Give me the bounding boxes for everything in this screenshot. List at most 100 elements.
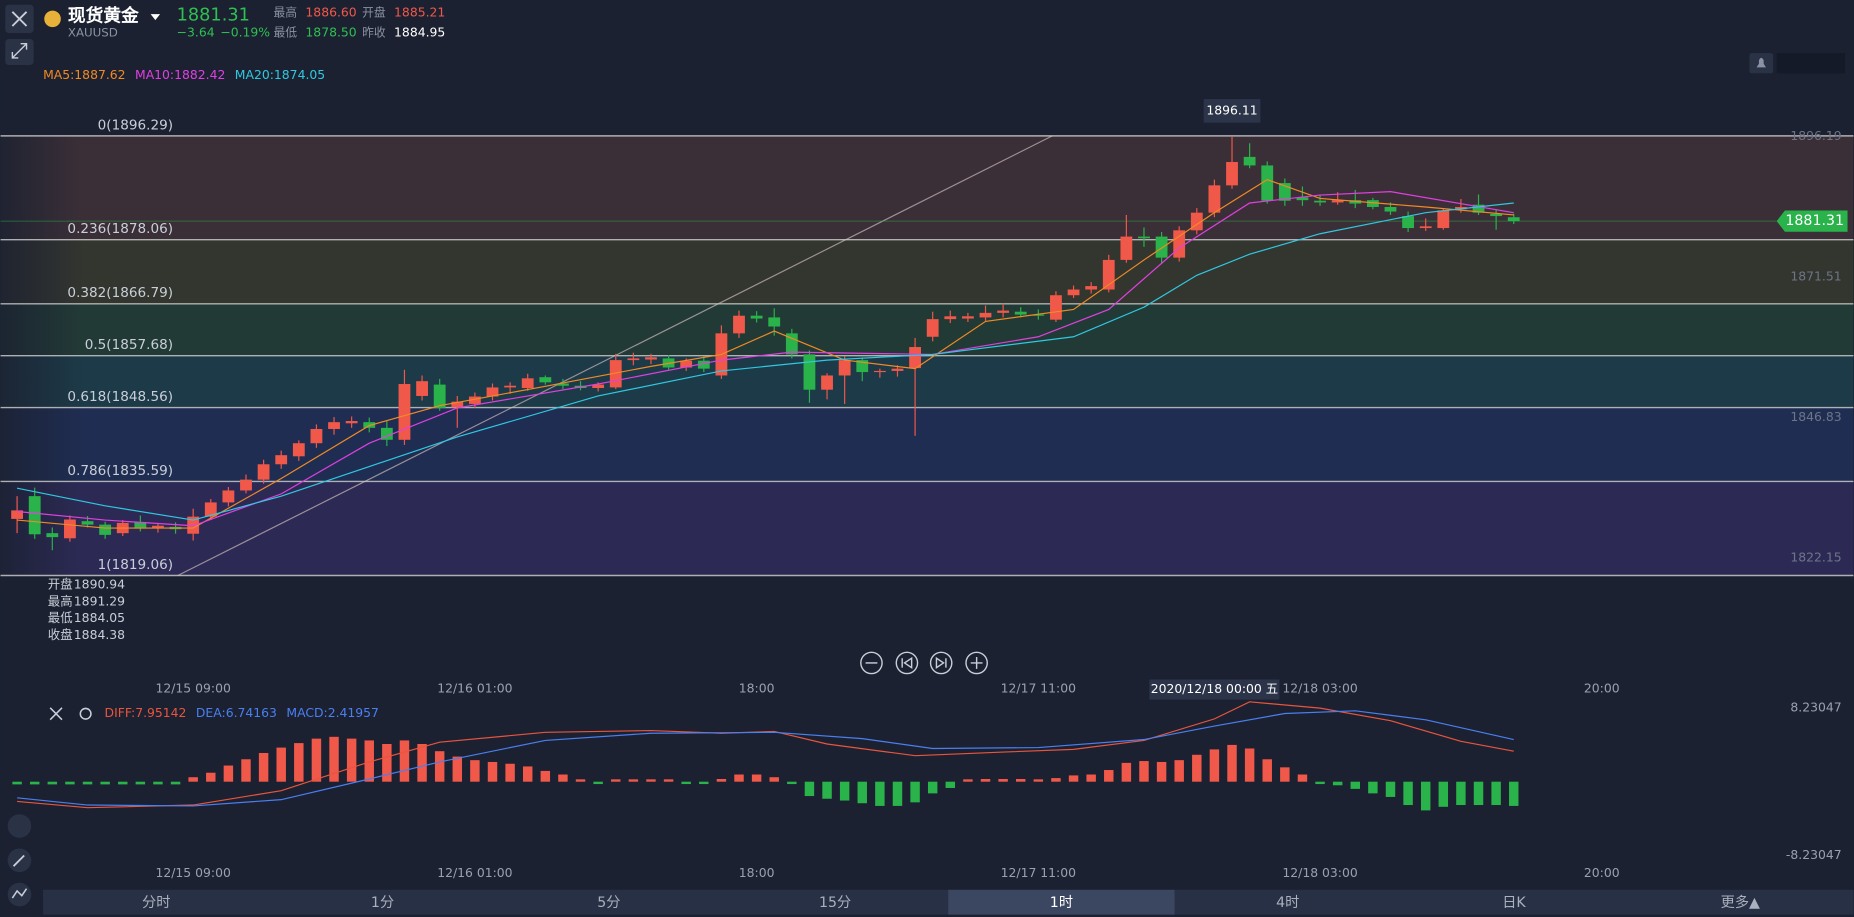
- stat-label: 最低: [274, 26, 298, 40]
- macd-bar: [1456, 781, 1466, 806]
- candle-body: [345, 421, 358, 424]
- macd-bar: [223, 765, 234, 782]
- candle-body: [152, 525, 164, 528]
- fib-band: [0, 407, 1854, 482]
- tab[interactable]: 5分: [597, 895, 620, 911]
- to-start[interactable]: [895, 651, 919, 675]
- macd-bar: [628, 779, 639, 782]
- macd-bar: [1174, 760, 1184, 782]
- price: 1881.31: [177, 5, 250, 25]
- macd-bar: [188, 777, 198, 782]
- stat-label: 最高: [274, 5, 298, 19]
- dropdown-arrow[interactable]: [150, 14, 161, 21]
- y-tick-label: 8.23047: [1790, 699, 1841, 714]
- indicator-tool[interactable]: [7, 814, 32, 838]
- tab[interactable]: 1分: [371, 895, 394, 911]
- x-tick-label: 12/15 09:00: [155, 680, 230, 695]
- macd-bar: [646, 779, 656, 782]
- candle-body: [557, 383, 569, 386]
- chart-tool[interactable]: [7, 882, 32, 907]
- macd-bar: [1385, 781, 1396, 797]
- macd-bar: [417, 744, 427, 782]
- candle-body: [838, 360, 851, 376]
- legend-entry: DEA:6.74163: [196, 705, 277, 720]
- zoom-out[interactable]: [860, 651, 883, 675]
- fib-label: 0.786(1835.59): [67, 463, 173, 479]
- crosshair-time: 2020/12/18 00:00 五: [1151, 681, 1278, 696]
- candle-body: [997, 310, 1010, 313]
- fib-label: 0.618(1848.56): [67, 389, 173, 405]
- fib-band: [0, 239, 1854, 304]
- candle-body: [1455, 206, 1467, 210]
- macd-bar: [804, 781, 815, 797]
- fib-band: [0, 355, 1854, 408]
- tab[interactable]: 更多▲: [1721, 894, 1760, 911]
- candle-body: [451, 401, 464, 408]
- candle-body: [1032, 314, 1045, 316]
- candle-body: [979, 312, 992, 318]
- info-value: 1891.29: [74, 593, 125, 608]
- tab[interactable]: 15分: [819, 895, 851, 911]
- candle-body: [204, 502, 217, 517]
- plot: 0(1896.29) 0.236(1878.06) 0.382(1866.79) 0.…: [0, 57, 1854, 880]
- candle-body: [1085, 286, 1098, 290]
- tab[interactable]: 分时: [142, 895, 170, 911]
- macd-bar: [1350, 781, 1360, 789]
- candle-body: [1384, 206, 1397, 212]
- instrument-name[interactable]: 现货黄金: [68, 5, 139, 27]
- candle-body: [64, 519, 76, 539]
- x-tick-label: 12/18 03:00: [1282, 865, 1357, 880]
- candle-body: [909, 347, 921, 369]
- stat-value: 1885.21: [394, 4, 445, 19]
- macd-bar: [1139, 761, 1149, 782]
- candle-body: [1102, 259, 1115, 290]
- macd-bar: [1156, 761, 1167, 782]
- candle-body: [1472, 204, 1485, 213]
- indicator-line: [16, 202, 1514, 521]
- candle-body: [486, 387, 499, 397]
- x-tick-label: 20:00: [1584, 865, 1620, 880]
- macd-bar: [276, 747, 286, 782]
- macd-bar: [963, 779, 973, 782]
- macd-close[interactable]: [49, 707, 63, 721]
- macd-bar: [839, 781, 850, 801]
- candle-body: [1507, 217, 1520, 222]
- x-tick-label: 18:00: [739, 865, 775, 880]
- tab[interactable]: 4时: [1276, 895, 1299, 911]
- macd-bar: [1332, 781, 1343, 786]
- candle-body: [733, 315, 745, 334]
- macd-bar: [1297, 774, 1308, 782]
- macd-bar: [1368, 781, 1378, 794]
- macd-bar: [1262, 759, 1272, 782]
- shrink-button[interactable]: [5, 38, 34, 65]
- candle-body: [1014, 311, 1027, 315]
- legend-entry: MA20:1874.05: [235, 67, 325, 82]
- tab[interactable]: 1时: [1050, 895, 1073, 911]
- tab-selected: [948, 889, 1175, 915]
- x-tick-label: 12/16 01:00: [437, 865, 512, 880]
- macd-settings[interactable]: [79, 707, 92, 720]
- fib-label: 0(1896.29): [98, 117, 173, 133]
- macd-bar: [47, 781, 58, 785]
- candle-body: [645, 357, 657, 360]
- x-tick-label: 12/17 11:00: [1001, 680, 1076, 695]
- zoom-in[interactable]: [965, 651, 988, 675]
- to-end[interactable]: [929, 651, 953, 675]
- info-label: 收盘: [48, 627, 73, 642]
- fib-band: [0, 135, 1854, 240]
- symbol: XAUUSD: [68, 26, 118, 40]
- tab[interactable]: 日K: [1502, 895, 1526, 911]
- candle-body: [697, 360, 710, 369]
- candle-body: [1331, 200, 1344, 203]
- info-value: 1884.05: [74, 610, 125, 625]
- macd-bar: [611, 779, 621, 782]
- fib-bands: [0, 135, 1854, 576]
- candle-body: [539, 377, 552, 383]
- macd-bar: [82, 781, 93, 785]
- y-tick-label: -8.23047: [1786, 847, 1842, 862]
- macd-bar: [241, 759, 251, 782]
- macd-bar: [998, 779, 1008, 782]
- macd-bar: [1244, 748, 1255, 782]
- macd-bar: [452, 756, 463, 782]
- macd-bar: [487, 761, 498, 782]
